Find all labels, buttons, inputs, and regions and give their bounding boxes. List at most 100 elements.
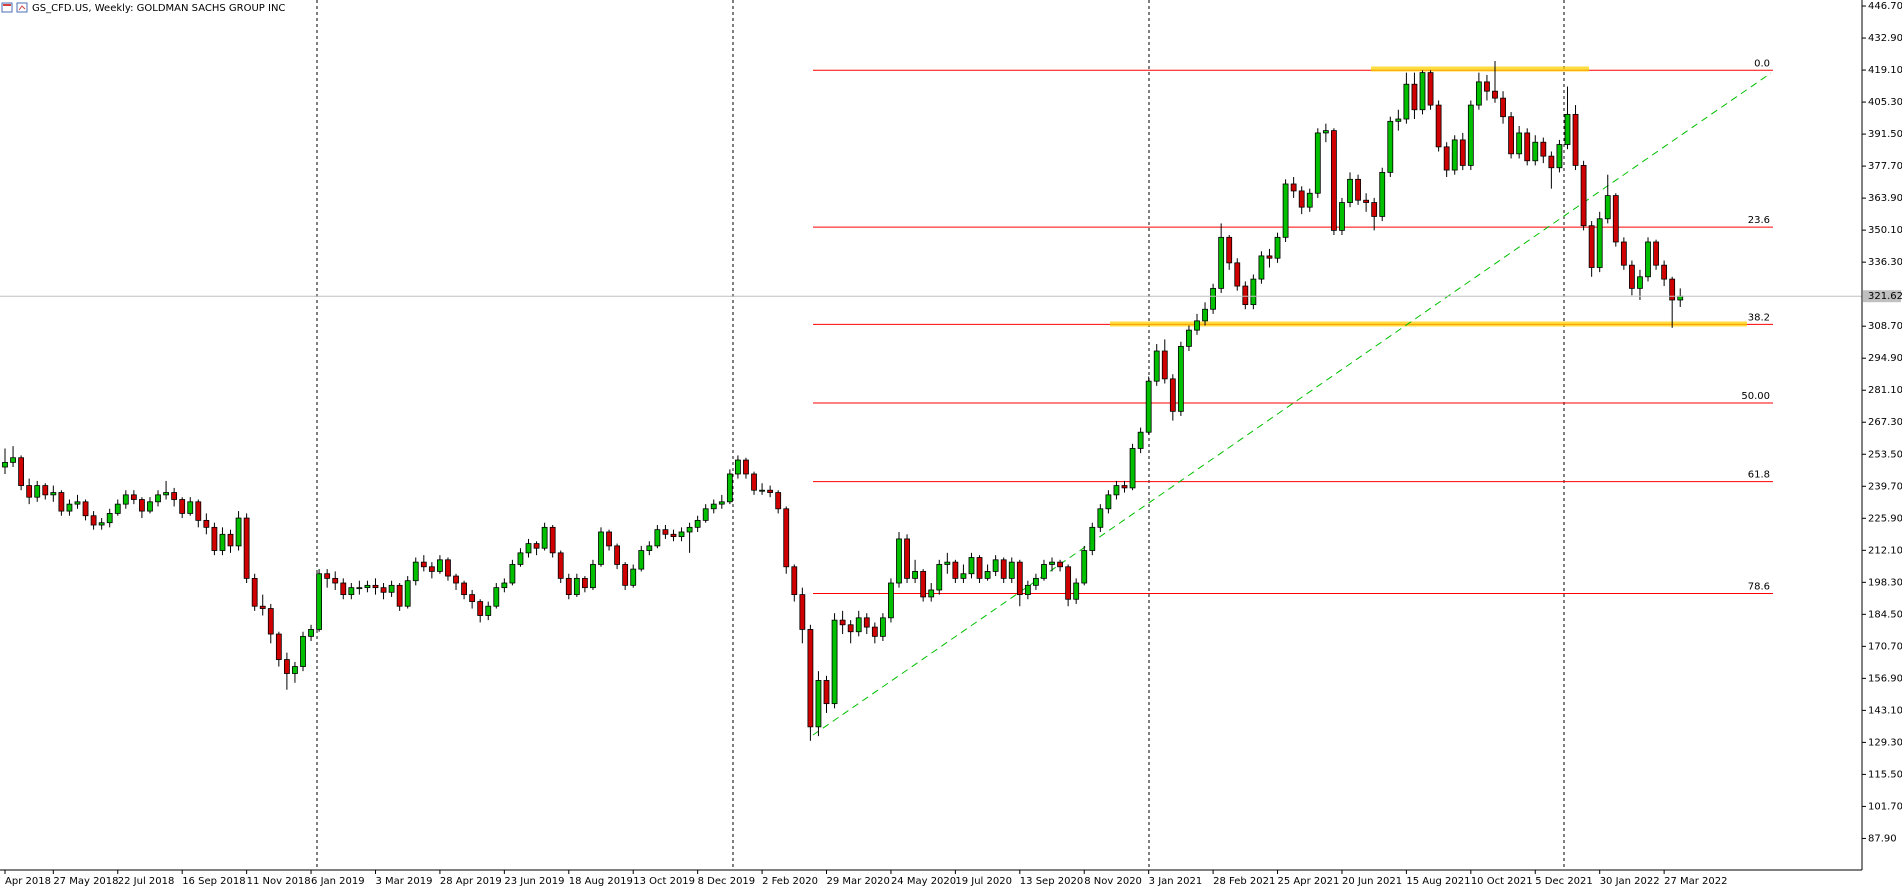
candle-body [622,564,629,586]
candle-body [646,545,653,551]
candle-body [477,601,484,616]
x-tick-label: 20 Jun 2021 [1342,876,1402,887]
candle-body [1322,130,1329,134]
candle-body [718,501,725,505]
candle-body [1620,241,1627,266]
candle-body [1097,508,1104,528]
y-tick-label: 129.30 [1868,737,1902,748]
candle-body [525,543,532,554]
candle-body [90,515,97,526]
candle-body [1548,155,1555,169]
candle-body [340,582,347,596]
y-tick-label: 350.10 [1868,225,1902,236]
candle-body [195,501,202,521]
candle-body [1153,350,1160,382]
y-tick-label: 336.30 [1868,257,1902,268]
candle-body [26,485,33,498]
candle-body [1314,132,1321,194]
candle-body [356,587,363,590]
candle-body [904,538,910,579]
x-tick-label: 2 Feb 2020 [762,876,818,887]
candle-body [251,577,258,607]
candle-body [686,526,693,533]
candle-body [1363,199,1370,203]
candle-body [863,617,870,628]
candle-body [380,587,387,593]
candle-body [396,584,403,607]
candle-body [1186,329,1192,347]
candle-body [759,489,765,492]
candle-body [1041,564,1047,579]
candle-body [1234,262,1241,287]
candle-body [106,513,113,524]
candle-body [984,571,991,579]
candle-body [549,526,556,554]
candle-body [1000,559,1007,579]
candle-body [783,508,790,568]
candle-body [1169,378,1176,412]
candle-body [1089,526,1096,551]
candle-body [702,508,709,521]
candle-body [1008,561,1015,579]
candle-body [139,499,145,512]
icon[interactable] [16,2,28,13]
x-tick-label: 30 Jan 2022 [1600,876,1660,887]
y-tick-label: 253.50 [1868,449,1902,460]
candle-body [82,501,89,517]
candle-body [420,561,427,568]
candle-body [1484,81,1490,92]
candle-body [807,629,814,728]
chart-title: GS_CFD.US, Weekly: GOLDMAN SACHS GROUP I… [32,3,285,14]
candle-body [428,566,435,572]
candle-body [1572,113,1579,166]
candle-body [1339,202,1345,231]
candle-body [1612,195,1619,243]
fib-label: 78.6 [1748,581,1770,592]
candle-body [630,568,637,586]
candle-body [324,573,331,579]
x-tick-label: 16 Sep 2018 [182,876,245,887]
candle-body [122,494,129,505]
candle-body [1226,236,1233,264]
candle-body [1210,287,1216,310]
candle-body [1451,139,1458,171]
candle-body [839,619,846,626]
fib-label: 38.2 [1748,312,1770,323]
candle-body [437,559,443,572]
candle-body [74,501,81,505]
candle-body [654,529,661,547]
candle-body [517,552,524,565]
candle-body [896,538,902,584]
candle-body [1588,225,1595,268]
x-tick-label: 28 Apr 2019 [440,876,502,887]
x-tick-label: 10 Oct 2021 [1471,876,1533,887]
candle-body [1137,431,1144,449]
candle-body [1266,255,1273,259]
y-tick-label: 170.70 [1868,641,1902,652]
candle-body [598,531,604,565]
candle-body [114,503,121,514]
icon[interactable] [1,2,13,13]
y-tick-label: 363.90 [1868,193,1902,204]
candle-body [1242,285,1249,306]
candle-body [590,564,596,589]
candle-body [944,561,951,565]
candle-body [1016,561,1023,596]
x-tick-label: 8 Dec 2019 [698,876,756,887]
candle-body [364,584,371,589]
x-tick-label: 13 Sep 2020 [1020,876,1083,887]
x-tick-label: 22 Jul 2018 [118,876,175,887]
y-tick-label: 446.70 [1868,1,1902,12]
x-tick-label: 24 May 2020 [891,876,956,887]
candle-body [1024,584,1031,596]
y-tick-label: 115.50 [1868,769,1902,780]
candle-body [1379,171,1386,217]
y-tick-label: 212.10 [1868,545,1902,556]
candle-body [187,501,194,514]
candle-body [34,485,41,498]
candle-body [388,584,395,593]
candle-body [292,666,298,674]
candle-body [275,633,282,660]
